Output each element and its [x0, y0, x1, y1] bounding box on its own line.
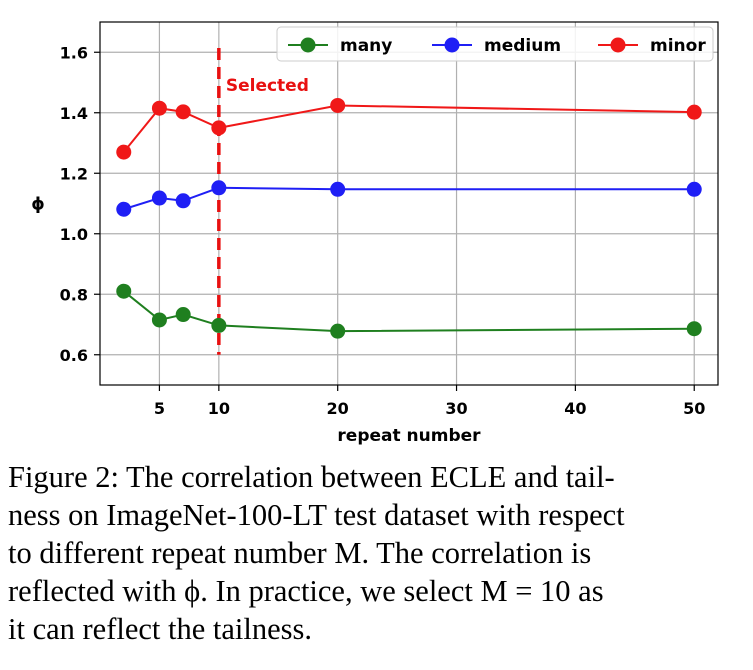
legend: many medium minor	[276, 26, 714, 62]
x-tick-label: 40	[564, 399, 586, 418]
caption-line: ness on ImageNet-100-LT test dataset wit…	[8, 498, 625, 532]
legend-marker-minor	[610, 37, 626, 53]
y-tick-label: 1.6	[60, 43, 88, 62]
caption-line: Figure 2: The correlation between ECLE a…	[8, 460, 615, 494]
data-point-many	[151, 312, 167, 328]
figure-caption: Figure 2: The correlation between ECLE a…	[8, 458, 748, 648]
data-point-minor	[211, 120, 227, 136]
data-point-minor	[175, 104, 191, 120]
x-axis-ticks: 5 10 20 30 40 50	[154, 385, 705, 418]
x-tick-label: 30	[445, 399, 467, 418]
legend-marker-many	[300, 37, 316, 53]
data-point-medium	[211, 180, 227, 196]
line-chart: Selected 5 10 20 30 40 50 0.60.81.01.21.41.6 …	[31, 21, 719, 446]
series-line-medium	[123, 186, 695, 211]
caption-line: it can reflect the tailness.	[8, 612, 313, 646]
y-tick-label: 1.2	[60, 164, 88, 183]
data-point-many	[211, 317, 227, 333]
y-tick-label: 1.4	[60, 104, 88, 123]
grid-lines	[100, 22, 718, 385]
selected-vline: Selected	[217, 48, 309, 355]
data-point-minor	[686, 104, 702, 120]
caption-line: reflected with ϕ. In practice, we select…	[8, 574, 604, 608]
plot-frame	[99, 21, 719, 386]
series-line-many	[123, 290, 695, 333]
x-tick-label: 20	[327, 399, 349, 418]
data-point-medium	[116, 201, 132, 217]
data-point-medium	[151, 190, 167, 206]
data-point-minor	[116, 144, 132, 160]
y-axis-label: ϕ	[31, 195, 45, 215]
data-point-minor	[330, 97, 346, 113]
data-point-many	[116, 283, 132, 299]
legend-label-medium: medium	[484, 36, 561, 56]
legend-label-minor: minor	[650, 36, 706, 56]
y-axis-ticks: 0.6 0.8 1.0 1.2 1.4 1.6	[60, 43, 100, 365]
x-tick-label: 5	[154, 399, 165, 418]
x-tick-label: 10	[208, 399, 230, 418]
data-point-medium	[175, 193, 191, 209]
y-tick-label: 1.0	[60, 225, 88, 244]
legend-label-many: many	[340, 36, 392, 56]
series-lines	[122, 104, 695, 333]
selected-annotation: Selected	[226, 76, 309, 96]
data-point-many	[330, 323, 346, 339]
x-axis-label: repeat number	[337, 426, 481, 446]
series-line-minor	[122, 104, 695, 153]
y-tick-label: 0.8	[60, 285, 88, 304]
legend-box	[276, 26, 714, 62]
data-point-many	[686, 321, 702, 337]
legend-marker-medium	[444, 37, 460, 53]
series-points	[116, 97, 702, 339]
data-point-medium	[330, 181, 346, 197]
data-point-many	[175, 307, 191, 323]
data-point-minor	[151, 100, 167, 116]
caption-line: to different repeat number M. The correl…	[8, 536, 592, 570]
y-tick-label: 0.6	[60, 346, 88, 365]
data-point-medium	[686, 181, 702, 197]
x-tick-label: 50	[683, 399, 705, 418]
